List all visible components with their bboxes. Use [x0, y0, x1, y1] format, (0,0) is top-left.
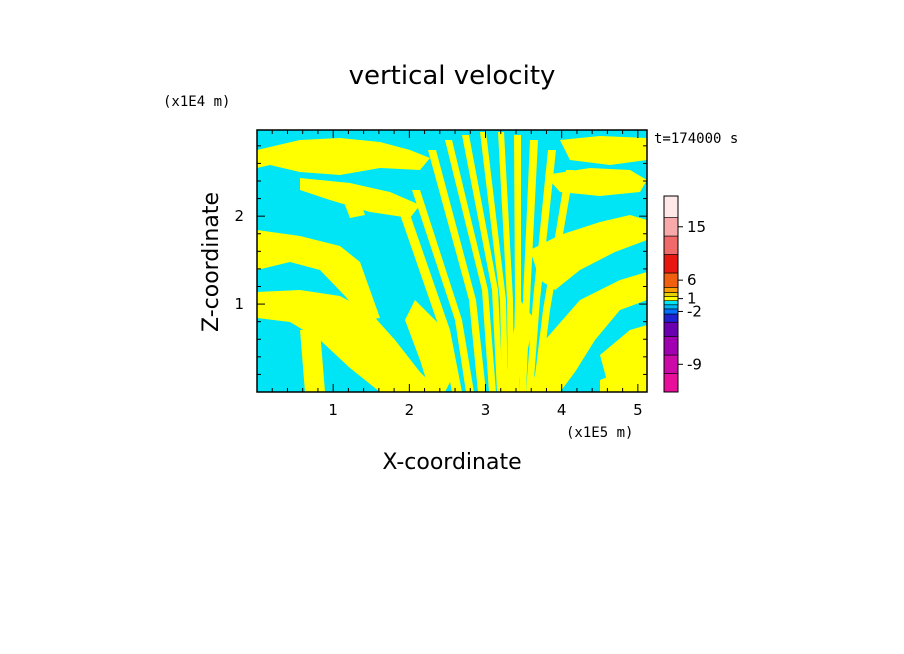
colorbar-segment	[663, 254, 679, 274]
colorbar-segment	[663, 308, 679, 315]
y-ticks	[257, 145, 647, 375]
colorbar-segment	[663, 217, 679, 237]
x-unit-label: (x1E5 m)	[566, 425, 633, 441]
colorbar-label: -2	[687, 302, 702, 320]
plot-frame	[256, 129, 648, 393]
x-tick-label: 5	[633, 401, 643, 419]
chart-title: vertical velocity	[349, 61, 556, 91]
y-tick-label: 2	[234, 207, 244, 225]
colorbar-segment	[663, 313, 679, 323]
y-tick-labels: 12	[234, 207, 244, 313]
field-positive-regions	[257, 132, 647, 392]
colorbar-segment	[663, 373, 679, 393]
colorbar-label: -9	[687, 355, 702, 373]
colorbar-frame	[663, 195, 679, 393]
colorbar-segment	[663, 304, 679, 310]
colorbar-segment	[663, 292, 679, 297]
x-tick-label: 2	[405, 401, 415, 419]
y-tick-label: 1	[234, 295, 244, 313]
colorbar-labels: -9 -216 15	[678, 218, 706, 373]
colorbar-segment	[663, 321, 679, 337]
x-ticks	[271, 130, 639, 392]
colorbar-label: 15	[687, 218, 706, 236]
colorbar-segment	[663, 195, 679, 218]
x-tick-labels: 1 2 3 4 5	[328, 401, 642, 419]
x-tick-label: 3	[481, 401, 491, 419]
x-axis-label: X-coordinate	[382, 450, 521, 475]
colorbar-segment	[663, 336, 679, 356]
time-label: t=174000 s	[654, 131, 738, 147]
x-tick-label: 4	[557, 401, 567, 419]
x-tick-label: 1	[328, 401, 338, 419]
colorbar	[663, 195, 679, 393]
y-axis-label: Z-coordinate	[199, 192, 224, 332]
colorbar-segment	[663, 235, 679, 255]
colorbar-segment	[663, 300, 679, 306]
colorbar-label: 1	[687, 290, 697, 308]
colorbar-segment	[663, 296, 679, 301]
colorbar-label: 6	[687, 271, 697, 289]
colorbar-segment	[663, 354, 679, 374]
colorbar-segment	[663, 272, 679, 288]
colorbar-segment	[663, 287, 679, 293]
y-unit-label: (x1E4 m)	[163, 94, 230, 110]
